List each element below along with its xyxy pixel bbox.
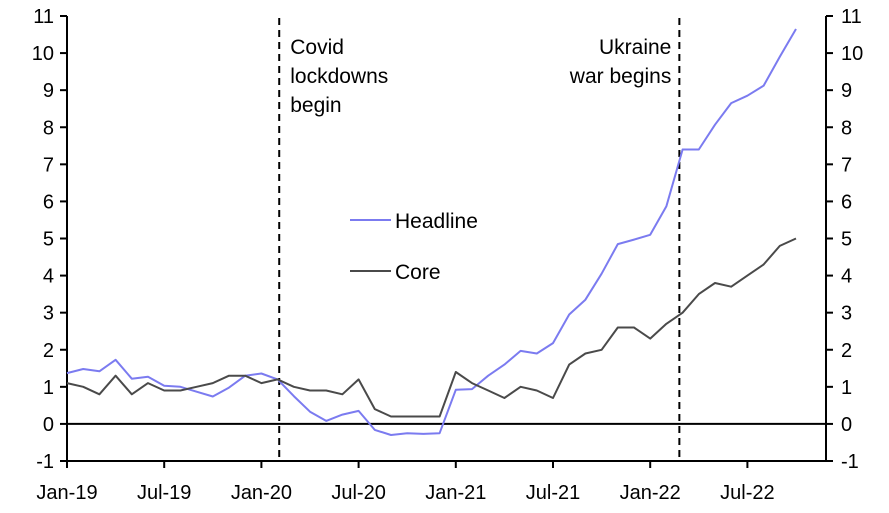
legend-label-headline: Headline bbox=[395, 210, 478, 233]
y-tick-label-right: 9 bbox=[841, 80, 852, 102]
y-tick-label-left: 2 bbox=[43, 340, 54, 362]
y-tick-label-left: -1 bbox=[36, 451, 54, 473]
y-tick-label-left: 7 bbox=[43, 154, 54, 176]
y-tick-label-right: 10 bbox=[841, 43, 863, 65]
series-line-core bbox=[66, 237, 797, 418]
y-tick-label-left: 8 bbox=[43, 117, 54, 139]
y-tick-label-left: 4 bbox=[43, 266, 54, 288]
legend-label-core: Core bbox=[395, 261, 441, 284]
y-tick-label-left: 6 bbox=[43, 191, 54, 213]
x-tick-label: Jul-21 bbox=[526, 482, 580, 504]
event-annotation-text: Covid bbox=[290, 36, 344, 59]
series-lines bbox=[66, 28, 797, 436]
y-tick-label-right: 0 bbox=[841, 414, 852, 436]
x-tick-label: Jan-22 bbox=[620, 482, 681, 504]
x-tick-label: Jan-21 bbox=[425, 482, 486, 504]
y-tick-label-left: 11 bbox=[33, 6, 54, 28]
x-tick-label: Jan-19 bbox=[36, 482, 97, 504]
legend: Headline Core bbox=[350, 210, 478, 284]
y-tick-label-right: -1 bbox=[841, 451, 859, 473]
y-tick-label-left: 1 bbox=[43, 377, 54, 399]
event-annotation-text: begin bbox=[290, 94, 341, 117]
y-tick-label-left: 0 bbox=[43, 414, 54, 436]
y-tick-label-right: 11 bbox=[841, 6, 862, 28]
x-tick-label: Jul-19 bbox=[137, 482, 191, 504]
y-tick-label-left: 5 bbox=[43, 229, 54, 251]
y-tick-label-right: 1 bbox=[841, 377, 852, 399]
y-tick-label-right: 3 bbox=[841, 303, 852, 325]
y-tick-label-right: 5 bbox=[841, 229, 852, 251]
x-tick-label: Jul-22 bbox=[720, 482, 774, 504]
y-tick-label-right: 6 bbox=[841, 191, 852, 213]
x-tick-label: Jan-20 bbox=[231, 482, 292, 504]
event-annotation-text: war begins bbox=[569, 65, 672, 88]
y-tick-label-left: 3 bbox=[43, 303, 54, 325]
y-tick-label-right: 8 bbox=[841, 117, 852, 139]
y-tick-label-right: 4 bbox=[841, 266, 852, 288]
event-markers bbox=[278, 18, 681, 461]
event-annotation-text: Ukraine bbox=[599, 36, 671, 59]
y-tick-label-right: 2 bbox=[841, 340, 852, 362]
y-tick-label-right: 7 bbox=[841, 154, 852, 176]
x-tick-label: Jul-20 bbox=[331, 482, 385, 504]
annotations: Covid lockdowns begin Ukraine war begins bbox=[290, 36, 671, 117]
y-tick-label-left: 10 bbox=[32, 43, 54, 65]
y-tick-label-left: 9 bbox=[43, 80, 54, 102]
event-annotation-text: lockdowns bbox=[290, 65, 388, 88]
